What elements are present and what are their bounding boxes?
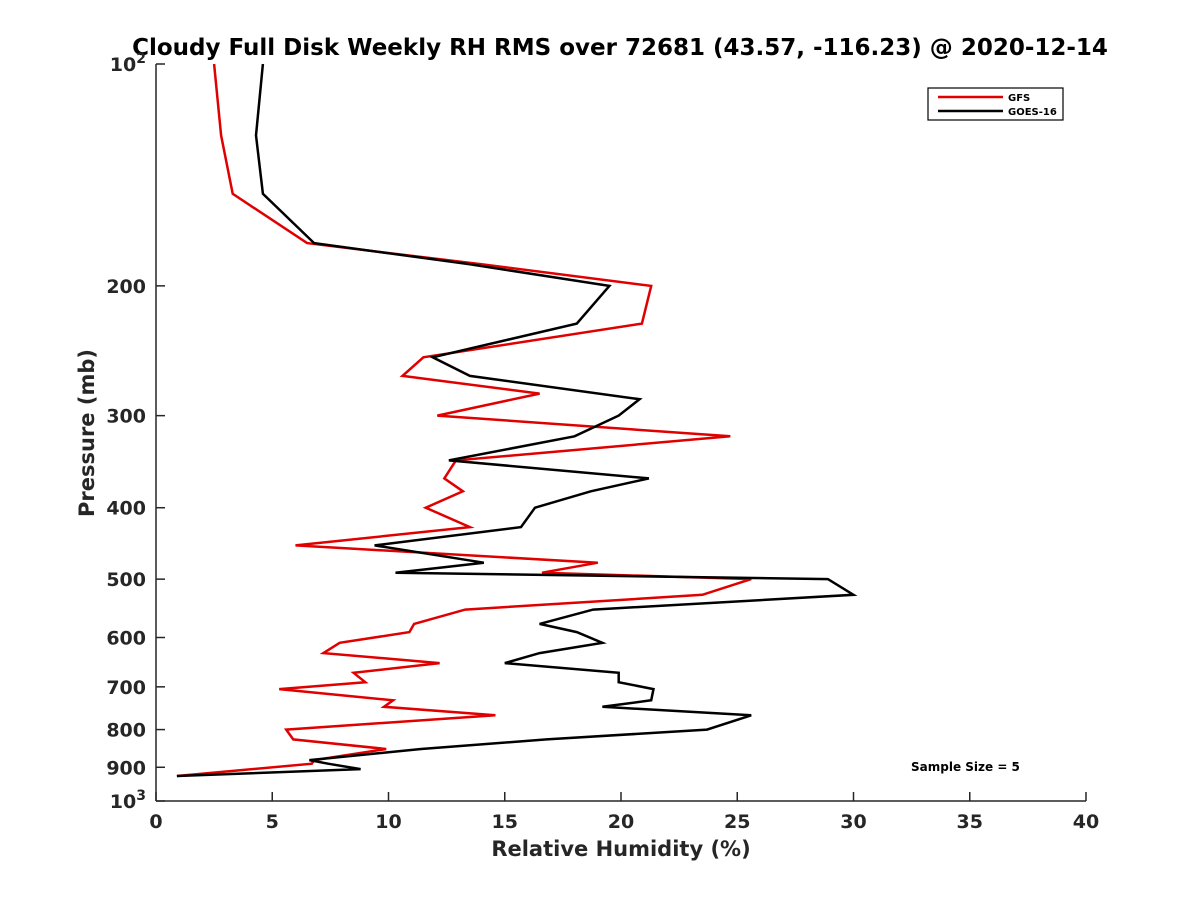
x-tick-label: 30 (840, 811, 866, 833)
y-tick-label: 800 (106, 720, 146, 742)
series-layer (176, 63, 858, 778)
y-tick-label: 600 (106, 627, 146, 649)
y-tick-label: 300 (106, 406, 146, 428)
y-tick-label: 700 (106, 677, 146, 699)
sample-size-annotation: Sample Size = 5 (911, 760, 1020, 774)
x-tick-label: 40 (1073, 811, 1099, 833)
x-tick-label: 5 (266, 811, 279, 833)
series-line-goes16 (176, 63, 858, 778)
series-line-gfs (176, 63, 752, 778)
y-tick-label: 400 (106, 498, 146, 520)
y-axis-title: Pressure (mb) (75, 349, 99, 517)
y-tick-label: 102 (110, 51, 146, 76)
x-tick-label: 35 (957, 811, 983, 833)
legend-label-gfs: GFS (1008, 93, 1030, 104)
y-tick-label: 500 (106, 569, 146, 591)
y-tick-label: 200 (106, 276, 146, 298)
legend-box (927, 87, 1064, 121)
x-axis-ticks: 0 5 10 15 20 25 30 35 40 (149, 792, 1099, 833)
x-tick-label: 25 (724, 811, 750, 833)
legend: GFS GOES-16 (927, 87, 1064, 121)
legend-label-goes16: GOES-16 (1008, 107, 1057, 118)
x-tick-label: 20 (608, 811, 634, 833)
chart-title: Cloudy Full Disk Weekly RH RMS over 7268… (132, 35, 1108, 61)
x-tick-label: 10 (375, 811, 401, 833)
y-tick-label: 900 (106, 757, 146, 779)
x-axis-title: Relative Humidity (%) (491, 837, 750, 861)
x-tick-label: 15 (492, 811, 518, 833)
x-tick-label: 0 (149, 811, 162, 833)
y-axis-ticks: 102 200 300 400 500 600 700 800 900 103 (106, 51, 165, 813)
y-tick-label: 103 (110, 788, 146, 813)
